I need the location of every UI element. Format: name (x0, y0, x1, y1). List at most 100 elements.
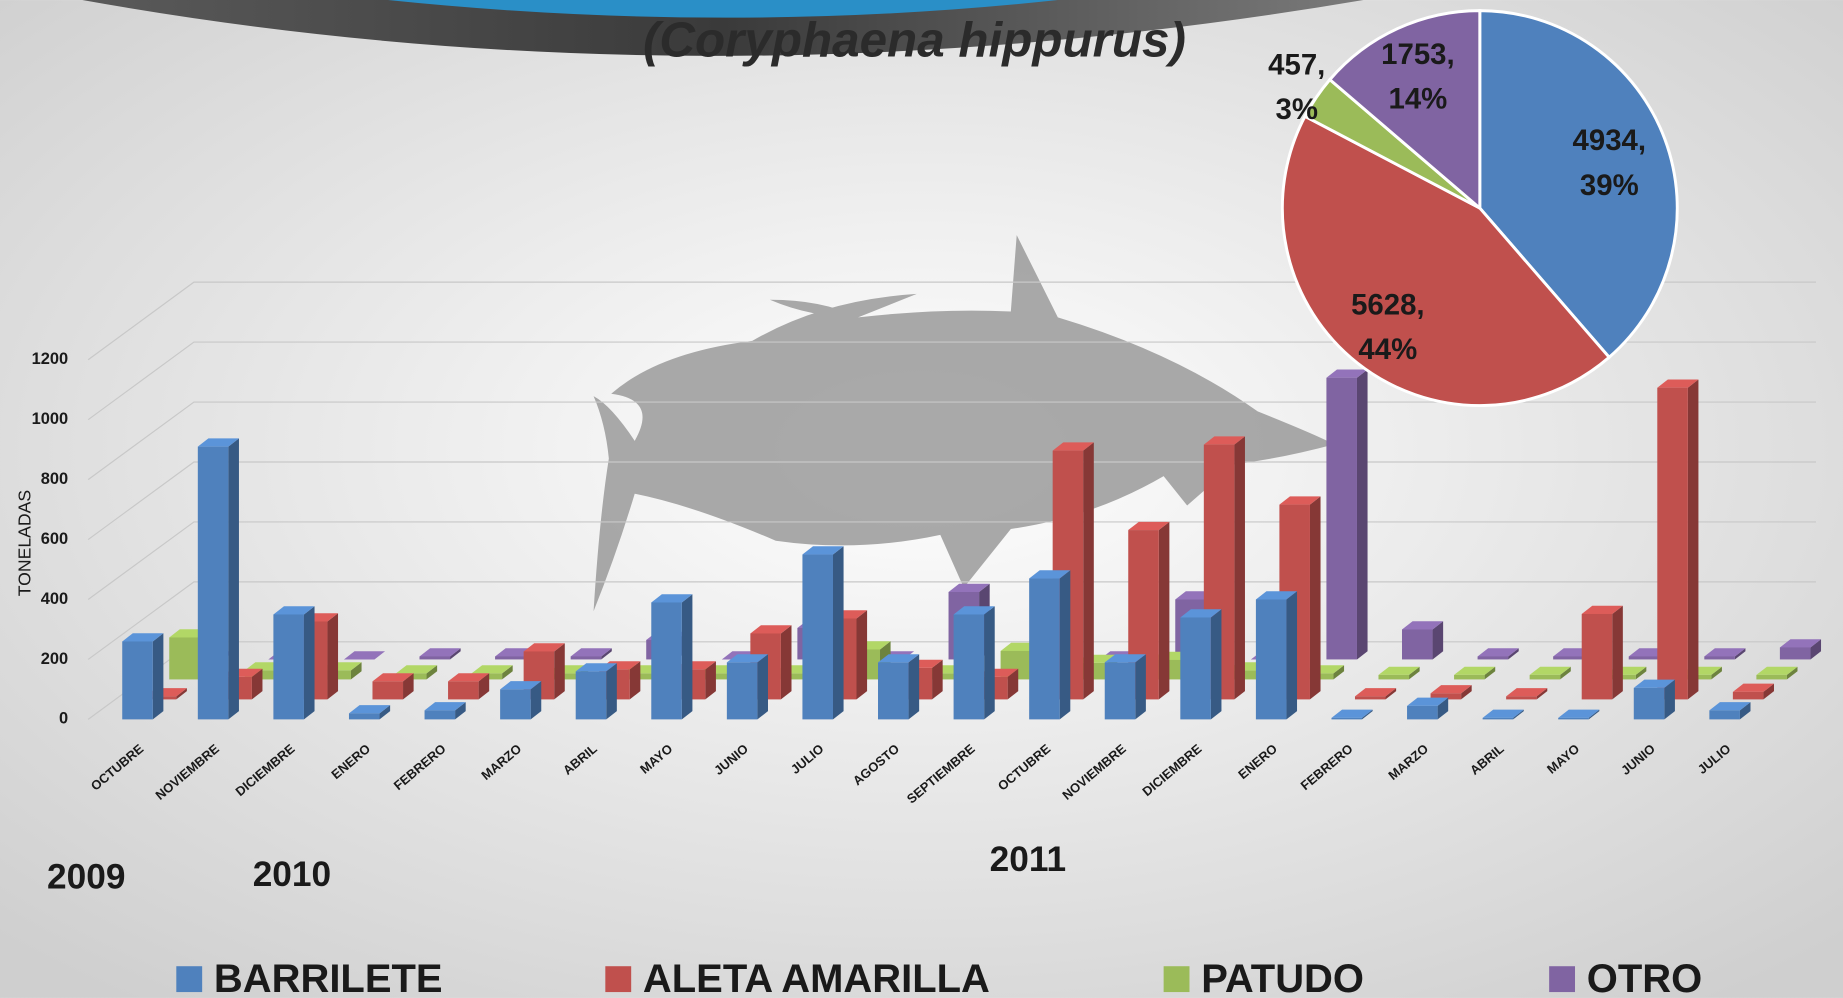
bar-side (1409, 666, 1420, 680)
bar-side (350, 662, 362, 680)
bar-top (1104, 654, 1146, 663)
pie-label: 1753, 14% (1381, 38, 1455, 116)
bar-side (303, 606, 315, 720)
y-tick-label: 800 (41, 470, 68, 488)
grid-line (87, 401, 1816, 481)
bar-top (471, 665, 513, 674)
bar-side (1536, 688, 1548, 700)
bar-side (478, 673, 490, 700)
bar-side (1786, 666, 1798, 680)
bar-side (832, 546, 844, 720)
pie-slice (1280, 114, 1612, 408)
bar-side (1437, 697, 1449, 720)
pie-label-line: 44% (1358, 333, 1417, 366)
bar-top (1326, 369, 1368, 378)
bars (122, 369, 1822, 720)
bar-side (251, 668, 263, 700)
bar-side (1135, 654, 1146, 720)
bar (1354, 696, 1386, 700)
bar-top (1128, 521, 1170, 531)
bar-side (606, 663, 617, 720)
y-tick-label: 600 (41, 530, 68, 548)
bar (1401, 629, 1433, 660)
bar (1255, 599, 1287, 720)
bar (1477, 656, 1509, 660)
bar (372, 681, 404, 700)
bar-top (500, 681, 542, 690)
bar (1709, 710, 1740, 720)
bar-top (523, 643, 565, 652)
bar-top (1732, 683, 1775, 692)
pie-label: 5628, 44% (1351, 288, 1425, 366)
bar-side (176, 688, 187, 700)
pie-label-line: 4934, (1573, 124, 1647, 157)
bar-top (948, 583, 990, 593)
bar-top (1709, 702, 1751, 711)
bar-top (1203, 436, 1245, 445)
bar-top (570, 648, 612, 657)
bar-side (932, 659, 943, 700)
bar-side (1432, 621, 1444, 660)
legend-swatch (605, 966, 632, 993)
bar (419, 656, 451, 660)
legend-swatch (1549, 966, 1576, 993)
legend-swatch (176, 966, 203, 993)
bar-side (1210, 609, 1222, 720)
bar (500, 689, 531, 720)
bar (1756, 674, 1787, 680)
bar-side (1007, 668, 1019, 700)
bar-side (228, 438, 239, 720)
legend-swatch (1163, 966, 1190, 993)
bar-top (273, 606, 315, 615)
bar-top (1779, 639, 1822, 648)
bar-side (403, 673, 414, 700)
year-label: 2009 (47, 858, 125, 897)
bar-side (705, 661, 716, 700)
bar (726, 662, 758, 720)
pie-label: 4934, 39% (1573, 124, 1647, 202)
bar-top (1482, 709, 1524, 718)
legend-label: OTRO (1587, 957, 1702, 998)
bar-top (651, 594, 693, 603)
bar-side (450, 648, 461, 660)
bar (1657, 387, 1688, 700)
bar-top (1756, 666, 1798, 675)
bar-top (878, 654, 920, 663)
pie-label-line: 5628, (1351, 288, 1425, 321)
bar-top (1180, 609, 1222, 618)
y-tick-label: 0 (59, 710, 68, 728)
bar (1407, 705, 1438, 720)
bar (1581, 613, 1613, 700)
bar (1430, 693, 1462, 700)
bar (1558, 717, 1589, 720)
bar-side (1356, 369, 1368, 660)
bar-top (750, 625, 792, 634)
bar-side (1234, 436, 1245, 700)
bar (1779, 647, 1811, 660)
bar-top (419, 648, 461, 657)
bar-side (1083, 442, 1094, 700)
bar-side (1508, 648, 1519, 660)
bar (1331, 717, 1363, 720)
y-axis-label: TONELADAS (15, 490, 35, 596)
bar (1326, 377, 1357, 660)
bar (878, 662, 909, 720)
bar (575, 671, 607, 720)
bar-top (1529, 666, 1571, 675)
bar-top (348, 705, 391, 714)
bar-side (780, 625, 792, 700)
bar-side (455, 702, 466, 720)
year-label: 2010 (253, 855, 331, 894)
bar-top (1052, 442, 1094, 451)
bar-top (395, 665, 438, 674)
bar (1628, 656, 1660, 660)
bar-side (379, 705, 391, 720)
bar-side (1309, 496, 1321, 700)
legend-label: BARRILETE (214, 957, 443, 998)
grid-line (87, 281, 1816, 361)
bar (1553, 656, 1584, 660)
bar (953, 614, 985, 720)
bar-side (1711, 666, 1722, 680)
bar-top (1633, 679, 1675, 688)
